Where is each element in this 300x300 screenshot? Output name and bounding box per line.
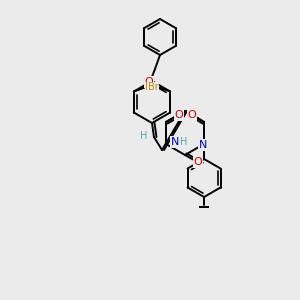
Text: O: O [194, 157, 202, 167]
Text: O: O [188, 110, 197, 120]
Text: Br: Br [148, 82, 159, 92]
Text: O: O [145, 77, 153, 87]
Text: N: N [171, 137, 179, 147]
Text: H: H [140, 131, 148, 141]
Text: Br: Br [146, 82, 156, 92]
Text: H: H [180, 137, 187, 147]
Text: N: N [199, 140, 207, 150]
Text: O: O [175, 110, 183, 120]
